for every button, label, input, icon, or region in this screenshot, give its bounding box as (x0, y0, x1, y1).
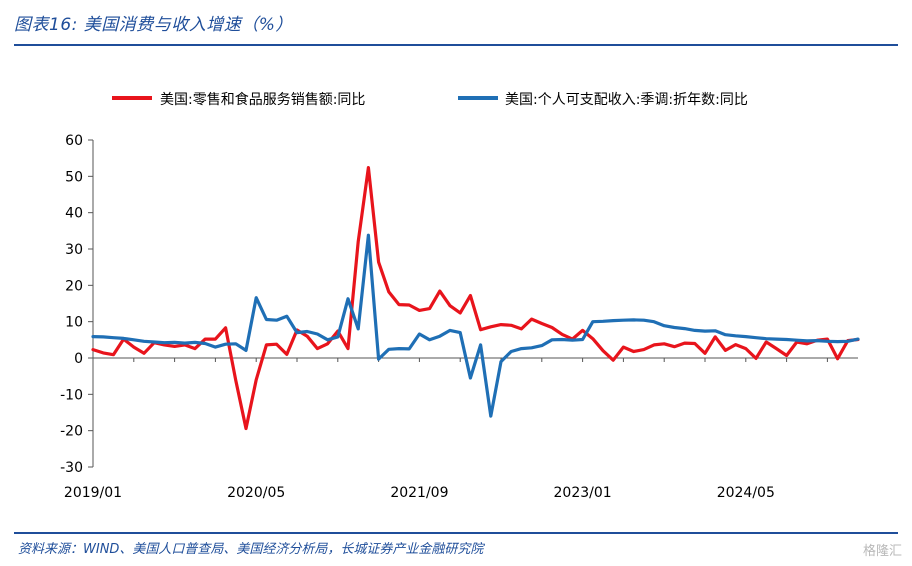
x-tick-label: 2021/09 (390, 485, 448, 501)
axis-ticks: 60 50 40 30 20 10 0 -10 -20 -30 2019/01 2020/05 2021… (60, 133, 828, 501)
series-line-retail (91, 166, 860, 431)
chart-title: 图表16: 美国消费与收入增速（%） (14, 15, 293, 35)
footer-rule (14, 532, 898, 534)
y-tick-label: 30 (65, 242, 83, 258)
watermark-logo: 格隆汇 (862, 544, 902, 559)
y-tick-label: -10 (60, 387, 83, 403)
chart-axes (92, 140, 858, 467)
x-tick-label: 2024/05 (717, 485, 775, 501)
y-tick-label: 40 (65, 206, 83, 222)
x-tick-label: 2019/01 (64, 485, 122, 501)
header-rule (14, 44, 898, 46)
chart-series (91, 166, 860, 431)
y-tick-label: -30 (60, 460, 83, 476)
legend-label-income: 美国:个人可支配收入:季调:折年数:同比 (505, 92, 748, 108)
y-tick-label: 60 (65, 133, 83, 149)
y-tick-label: -20 (60, 424, 83, 440)
y-tick-label: 20 (65, 278, 83, 294)
source-note: 资料来源：WIND、美国人口普查局、美国经济分析局，长城证券产业金融研究院 (18, 542, 484, 557)
legend-label-retail: 美国:零售和食品服务销售额:同比 (160, 91, 365, 108)
y-tick-label: 50 (65, 169, 83, 185)
x-tick-label: 2023/01 (554, 485, 612, 501)
y-tick-label: 0 (74, 351, 83, 367)
chart-legend: 美国:零售和食品服务销售额:同比 美国:个人可支配收入:季调:折年数:同比 (112, 91, 748, 108)
x-tick-label: 2020/05 (227, 485, 285, 501)
series-line-income (91, 233, 860, 418)
y-tick-label: 10 (65, 315, 83, 331)
